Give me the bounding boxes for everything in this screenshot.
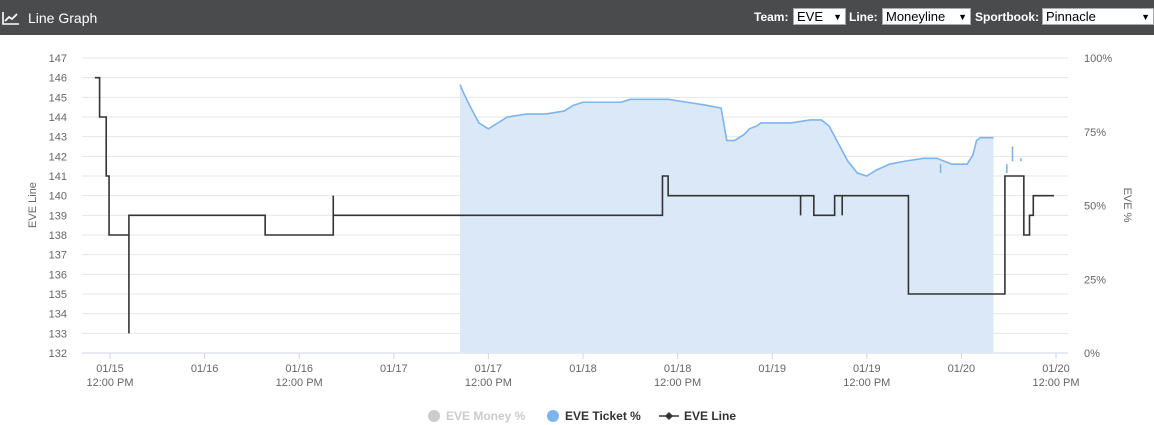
x-axis: 01/15 12:00 PM 01/16 01/16 12:00 PM 01/17 01/1… (86, 353, 1080, 389)
y2-tick-label: 0% (1084, 348, 1100, 360)
y-tick-label: 140 (49, 191, 67, 203)
y2-tick-label: 75% (1084, 127, 1106, 139)
header-bar: Line Graph Team: EVE ▼ Line: Moneyline ▼… (0, 0, 1154, 35)
x-tick-date: 01/16 (191, 363, 219, 375)
y-tick-label: 142 (49, 151, 67, 163)
x-tick-date: 01/19 (758, 363, 786, 375)
chevron-down-icon: ▼ (1141, 12, 1150, 22)
sportbook-select[interactable]: Pinnacle ▼ (1042, 8, 1154, 25)
x-tick-time: 12:00 PM (654, 377, 701, 389)
y-axis-title: EVE Line (27, 182, 39, 228)
y-tick-label: 135 (49, 289, 67, 301)
circle-marker-icon (547, 410, 559, 422)
x-tick-date: 01/19 (853, 363, 881, 375)
circle-marker-icon (428, 410, 440, 422)
team-select-value: EVE (797, 9, 824, 24)
chevron-down-icon: ▼ (833, 12, 842, 22)
y-tick-label: 147 (49, 53, 67, 65)
y-tick-label: 146 (49, 73, 67, 85)
sportbook-label: Sportbook: (975, 10, 1039, 24)
line-select-value: Moneyline (886, 9, 946, 24)
y-axis-right: 0% 25% 50% 75% 100% (1084, 53, 1112, 360)
legend-item-line[interactable]: EVE Line (659, 409, 736, 423)
y-tick-label: 137 (49, 250, 67, 262)
y2-axis-title: EVE % (1121, 188, 1133, 223)
line-chart: 132 133 134 135 136 137 138 139 140 141 142 143 144 1… (27, 53, 1133, 389)
ticket-line (459, 84, 994, 177)
x-tick-time: 12:00 PM (276, 377, 323, 389)
legend-label: EVE Line (684, 409, 737, 423)
line-chart-icon (2, 12, 19, 25)
y-tick-label: 143 (49, 132, 67, 144)
x-tick-date: 01/17 (475, 363, 503, 375)
sportbook-select-value: Pinnacle (1046, 9, 1096, 24)
y2-tick-label: 50% (1084, 201, 1106, 213)
y-tick-label: 132 (49, 348, 67, 360)
y-axis-left: 132 133 134 135 136 137 138 139 140 141 142 143 144 1… (49, 53, 67, 360)
x-tick-time: 12:00 PM (86, 377, 133, 389)
y2-tick-label: 25% (1084, 274, 1106, 286)
y2-tick-label: 100% (1084, 53, 1112, 65)
line-select[interactable]: Moneyline ▼ (882, 8, 971, 25)
x-tick-date: 01/20 (948, 363, 976, 375)
chevron-down-icon: ▼ (958, 12, 967, 22)
x-tick-date: 01/18 (664, 363, 692, 375)
page-title: Line Graph (28, 10, 98, 26)
eve-line (94, 76, 1055, 334)
line-label: Line: (849, 10, 878, 24)
y-tick-label: 145 (49, 92, 67, 104)
y-tick-label: 144 (49, 112, 67, 124)
x-tick-time: 12:00 PM (843, 377, 890, 389)
y-tick-label: 133 (49, 328, 67, 340)
series-lines (94, 76, 1055, 334)
x-tick-time: 12:00 PM (465, 377, 512, 389)
team-select[interactable]: EVE ▼ (793, 8, 846, 25)
team-label: Team: (754, 10, 789, 24)
y-tick-label: 134 (49, 309, 67, 321)
x-tick-date: 01/16 (285, 363, 313, 375)
x-tick-date: 01/17 (380, 363, 408, 375)
ticket-area-fill (460, 84, 994, 354)
x-tick-date: 01/15 (96, 363, 124, 375)
legend-label: EVE Money % (446, 409, 526, 423)
ticket-area (459, 84, 1022, 354)
y-tick-label: 138 (49, 230, 67, 242)
x-tick-time: 12:00 PM (1032, 377, 1079, 389)
line-diamond-marker-icon (659, 412, 679, 420)
x-tick-date: 01/20 (1042, 363, 1070, 375)
y-tick-label: 141 (49, 171, 67, 183)
y-tick-label: 136 (49, 269, 67, 281)
legend-label: EVE Ticket % (565, 409, 641, 423)
legend-item-ticket[interactable]: EVE Ticket % (547, 409, 641, 423)
legend-item-money[interactable]: EVE Money % (428, 409, 525, 423)
x-tick-date: 01/18 (569, 363, 597, 375)
title-group: Line Graph (2, 8, 97, 28)
y-tick-label: 139 (49, 210, 67, 222)
